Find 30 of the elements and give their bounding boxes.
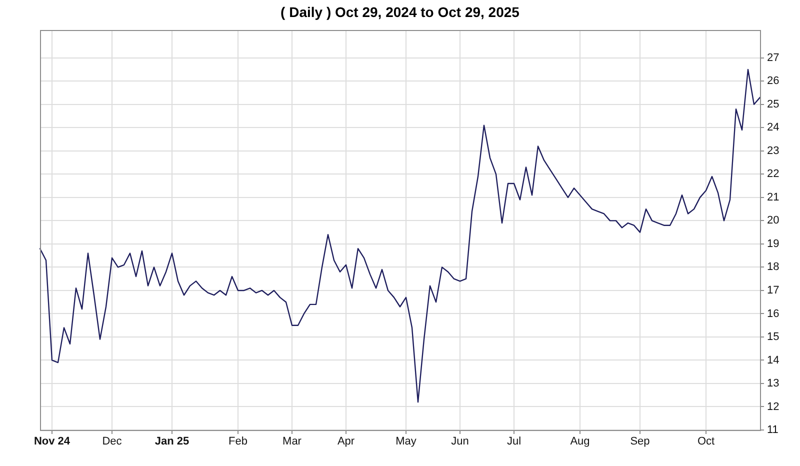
y-tick-label: 13	[767, 378, 780, 390]
y-tick-label: 27	[767, 52, 780, 64]
y-tick-label: 16	[767, 308, 780, 320]
x-tick-label: Mar	[282, 436, 302, 448]
y-tick-label: 18	[767, 261, 780, 274]
y-tick-label: 21	[767, 191, 780, 204]
y-tick-label: 20	[767, 214, 780, 227]
y-tick-label: 19	[767, 238, 780, 250]
x-tick-label: Sep	[630, 436, 650, 448]
x-tick-label: May	[396, 436, 417, 448]
x-tick-label: Feb	[228, 436, 248, 448]
y-tick-label: 24	[767, 122, 780, 134]
x-tick-label: Jan 25	[154, 436, 190, 448]
x-tick-label: Jun	[451, 436, 469, 448]
y-tick-label: 11	[767, 424, 778, 436]
x-tick-label: Aug	[570, 436, 590, 448]
x-tick-label: Oct	[697, 436, 715, 448]
y-tick-label: 12	[767, 400, 780, 413]
x-tick-label: Nov 24	[34, 436, 71, 448]
y-tick-label: 26	[767, 75, 780, 88]
chart-title: ( Daily ) Oct 29, 2024 to Oct 29, 2025	[280, 4, 520, 20]
x-tick-label: Apr	[337, 436, 355, 448]
y-tick-label: 22	[767, 168, 780, 180]
y-tick-label: 15	[767, 331, 780, 344]
y-tick-label: 25	[767, 98, 780, 110]
y-tick-label: 14	[767, 354, 780, 366]
y-tick-label: 23	[767, 144, 780, 157]
y-tick-label: 17	[767, 284, 780, 296]
x-tick-label: Jul	[506, 436, 522, 448]
x-tick-label: Dec	[102, 436, 122, 448]
